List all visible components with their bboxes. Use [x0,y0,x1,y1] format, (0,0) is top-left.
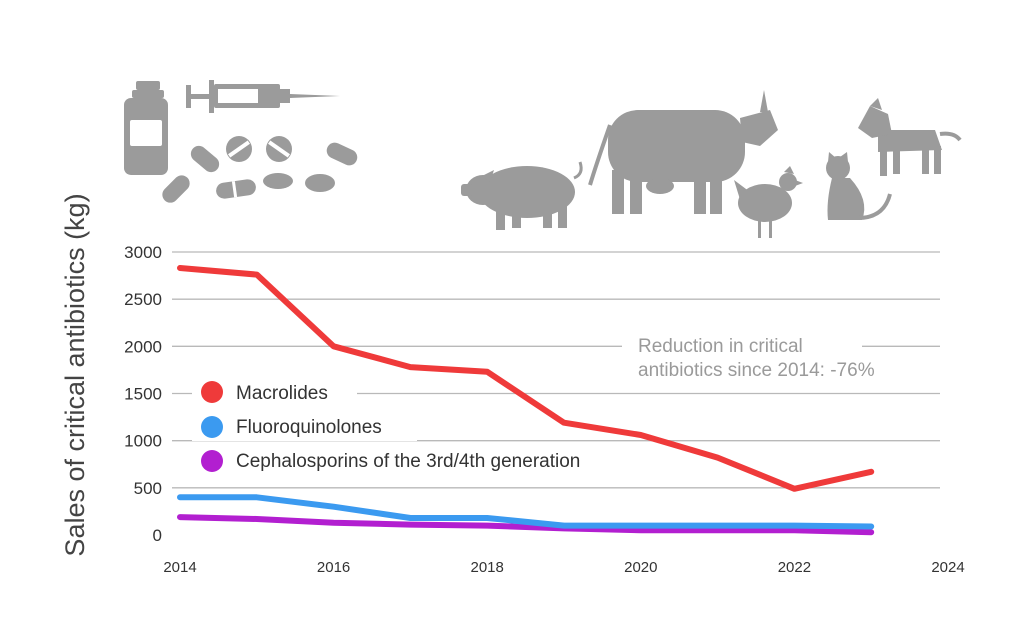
x-tick-2016: 2016 [317,559,350,576]
legend-marker-fluoroquinolones [201,416,223,438]
x-tick-2018: 2018 [471,559,504,576]
legend-label-cephalosporins: Cephalosporins of the 3rd/4th generation [236,451,580,472]
pills-icon [226,136,358,192]
dog-icon [858,98,962,176]
y-tick-2000: 2000 [124,337,162,356]
chicken-icon [734,166,803,238]
y-tick-2500: 2500 [124,290,162,309]
series-line-fluoroquinolones [177,494,875,530]
y-tick-500: 500 [134,479,162,498]
vial-icon [124,81,168,175]
legend: Macrolides Fluoroquinolones Cephalospori… [192,378,642,475]
animals-illustration [461,90,962,238]
x-tick-labels: 2014 2016 2018 2020 2022 2024 [163,559,964,576]
y-tick-1000: 1000 [124,432,162,451]
y-tick-0: 0 [153,526,162,545]
series-lines [177,265,875,536]
x-tick-2020: 2020 [624,559,657,576]
syringe-icon [186,80,340,113]
annotation: Reduction in critical antibiotics since … [622,333,875,381]
x-tick-2024: 2024 [931,559,964,576]
legend-marker-macrolides [201,381,223,403]
legend-label-macrolides: Macrolides [236,383,328,404]
y-tick-labels: 0 500 1000 1500 2000 2500 3000 [124,243,162,545]
capsules-icon [162,145,256,203]
y-tick-3000: 3000 [124,243,162,262]
pig-icon [461,161,583,230]
annotation-line-2: antibiotics since 2014: -76% [638,360,875,381]
cow-icon [588,90,778,214]
cat-icon [826,152,892,220]
y-tick-1500: 1500 [124,385,162,404]
x-tick-2014: 2014 [163,559,196,576]
legend-marker-cephalosporins [201,450,223,472]
x-tick-2022: 2022 [778,559,811,576]
annotation-line-1: Reduction in critical [638,336,803,357]
series-line-macrolides [177,265,875,492]
y-axis-label: Sales of critical antibiotics (kg) [60,193,90,556]
legend-label-fluoroquinolones: Fluoroquinolones [236,417,382,438]
series-line-cephalosporins [177,514,875,536]
medication-illustration [124,80,358,203]
